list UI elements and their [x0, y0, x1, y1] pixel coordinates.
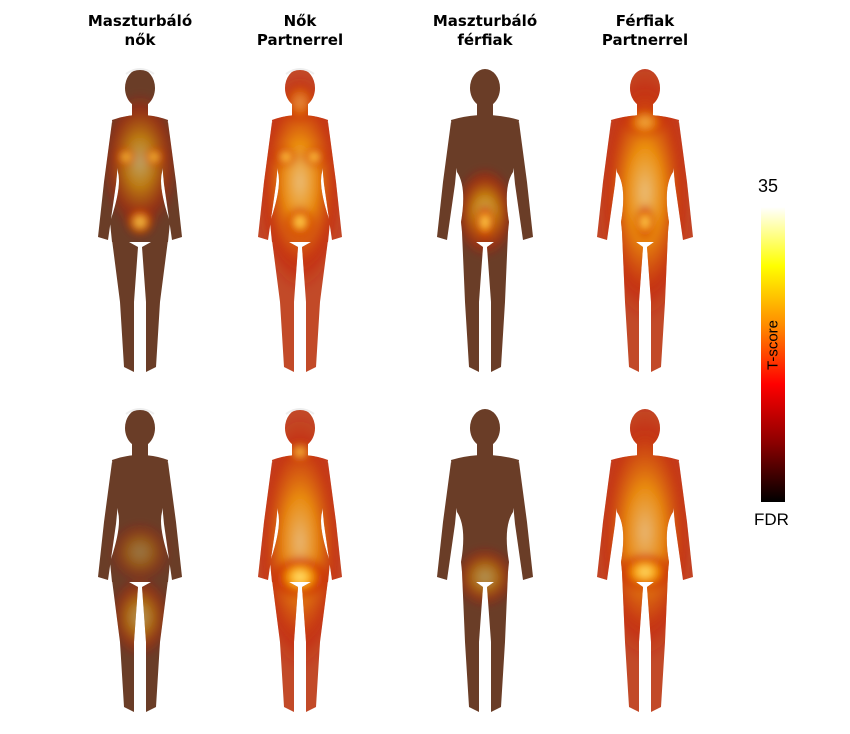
column-title-2: Nők Partnerrel [256, 12, 344, 49]
colorbar-title: T-score [764, 319, 782, 371]
heat-spot [110, 577, 170, 657]
heat-spot [102, 92, 178, 232]
heat-spot [288, 442, 312, 462]
heat-spot [110, 522, 170, 582]
body-map-2-front [258, 68, 342, 372]
heat-spot [617, 552, 673, 592]
body-map-4-back [597, 409, 693, 712]
body-map-3-back [437, 409, 533, 712]
heat-spot [597, 69, 693, 322]
heat-spot [597, 409, 693, 662]
heat-spot [455, 547, 515, 607]
heat-spot [635, 204, 655, 240]
heat-spot [475, 204, 495, 240]
heat-spot [282, 80, 318, 124]
heat-spot [143, 147, 165, 167]
body-map-3-front [437, 69, 533, 372]
heat-spot [286, 206, 314, 238]
heat-spot [623, 106, 667, 138]
heat-spot [302, 147, 326, 167]
column-title-4: Férfiak Partnerrel [601, 12, 689, 49]
body-map-2-back [258, 408, 342, 712]
column-title-1: Maszturbáló nők [87, 12, 193, 49]
heat-spot [272, 555, 328, 599]
body-map-1-back [98, 408, 182, 712]
heat-spot [126, 208, 154, 236]
heat-spot [115, 147, 137, 167]
colorbar-max-label: 35 [758, 176, 779, 196]
heat-spot [258, 412, 342, 672]
heat-spot [258, 72, 342, 292]
body-map-1-front [98, 68, 182, 372]
column-title-3: Maszturbáló férfiak [432, 12, 538, 49]
colorbar [761, 207, 785, 502]
colorbar-min-label: FDR [754, 510, 789, 529]
heat-spot [274, 147, 298, 167]
body-map-4-front [597, 69, 693, 372]
